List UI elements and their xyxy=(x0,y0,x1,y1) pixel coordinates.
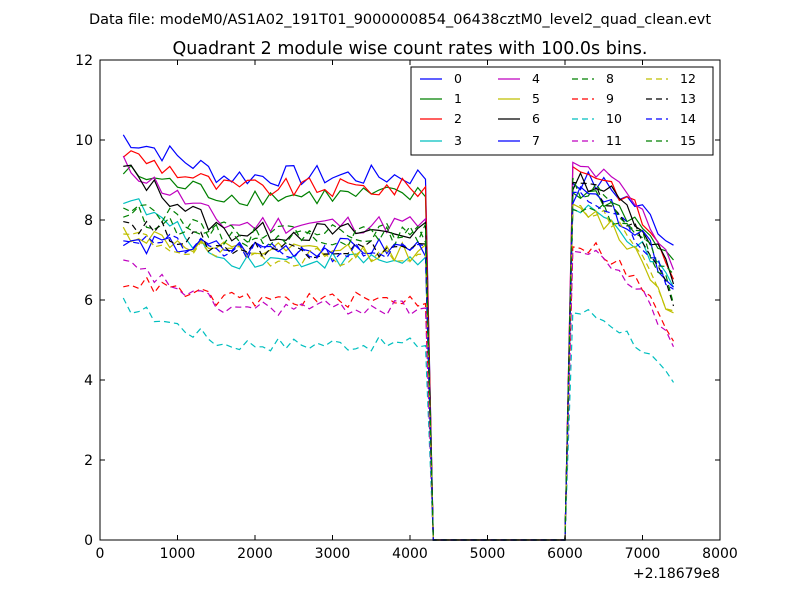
series-line-15 xyxy=(123,177,675,541)
x-tick-label: 6000 xyxy=(547,546,583,562)
legend-label-1: 1 xyxy=(454,91,462,106)
legend-label-7: 7 xyxy=(532,133,540,148)
legend-label-12: 12 xyxy=(680,71,696,86)
legend-label-10: 10 xyxy=(606,111,622,126)
legend-label-11: 11 xyxy=(606,133,622,148)
series-line-9 xyxy=(123,241,675,541)
x-tick-label: 5000 xyxy=(470,546,506,562)
x-tick-label: 1000 xyxy=(160,546,196,562)
legend-label-0: 0 xyxy=(454,71,462,86)
y-tick-label: 10 xyxy=(75,133,93,149)
x-tick-label: 8000 xyxy=(702,546,738,562)
y-tick-label: 6 xyxy=(84,293,93,309)
x-tick-label: 4000 xyxy=(392,546,428,562)
series-line-8 xyxy=(123,202,674,541)
y-tick-label: 12 xyxy=(75,53,93,69)
series-line-6 xyxy=(123,164,675,541)
series-line-12 xyxy=(123,204,674,541)
series-line-13 xyxy=(123,181,675,541)
legend-label-5: 5 xyxy=(532,91,540,106)
series-line-10 xyxy=(122,297,674,541)
series-line-11 xyxy=(123,249,675,541)
axis-ticks: 0 1000 2000 3000 4000 5000 6000 7000 80000246810… xyxy=(75,53,738,562)
series-line-5 xyxy=(122,203,674,541)
x-tick-label: 7000 xyxy=(625,546,661,562)
legend-box xyxy=(410,66,714,156)
x-tick-label: 2000 xyxy=(237,546,273,562)
series-line-0 xyxy=(122,134,674,541)
legend-label-15: 15 xyxy=(680,133,696,148)
legend-label-14: 14 xyxy=(680,111,696,126)
legend-label-2: 2 xyxy=(454,111,462,126)
legend-label-13: 13 xyxy=(680,91,696,106)
legend-label-9: 9 xyxy=(606,91,614,106)
data-file-title: Data file: modeM0/AS1A02_191T01_90000008… xyxy=(89,12,711,28)
x-offset-label: +2.18679e8 xyxy=(633,566,720,582)
plot-lines xyxy=(122,134,675,541)
series-line-4 xyxy=(122,155,675,541)
y-tick-label: 2 xyxy=(84,453,93,469)
y-tick-label: 0 xyxy=(84,533,93,549)
x-tick-label: 0 xyxy=(96,546,105,562)
series-line-14 xyxy=(123,191,674,541)
legend-label-6: 6 xyxy=(532,111,540,126)
chart-title: Quadrant 2 module wise count rates with … xyxy=(173,39,648,59)
legend-label-4: 4 xyxy=(532,71,540,86)
legend-label-3: 3 xyxy=(454,133,462,148)
series-line-7 xyxy=(122,185,674,541)
series-line-1 xyxy=(122,164,674,541)
y-tick-label: 4 xyxy=(84,373,93,389)
legend-label-8: 8 xyxy=(606,71,614,86)
y-tick-label: 8 xyxy=(84,213,93,229)
series-line-2 xyxy=(122,150,675,541)
x-tick-label: 3000 xyxy=(315,546,351,562)
